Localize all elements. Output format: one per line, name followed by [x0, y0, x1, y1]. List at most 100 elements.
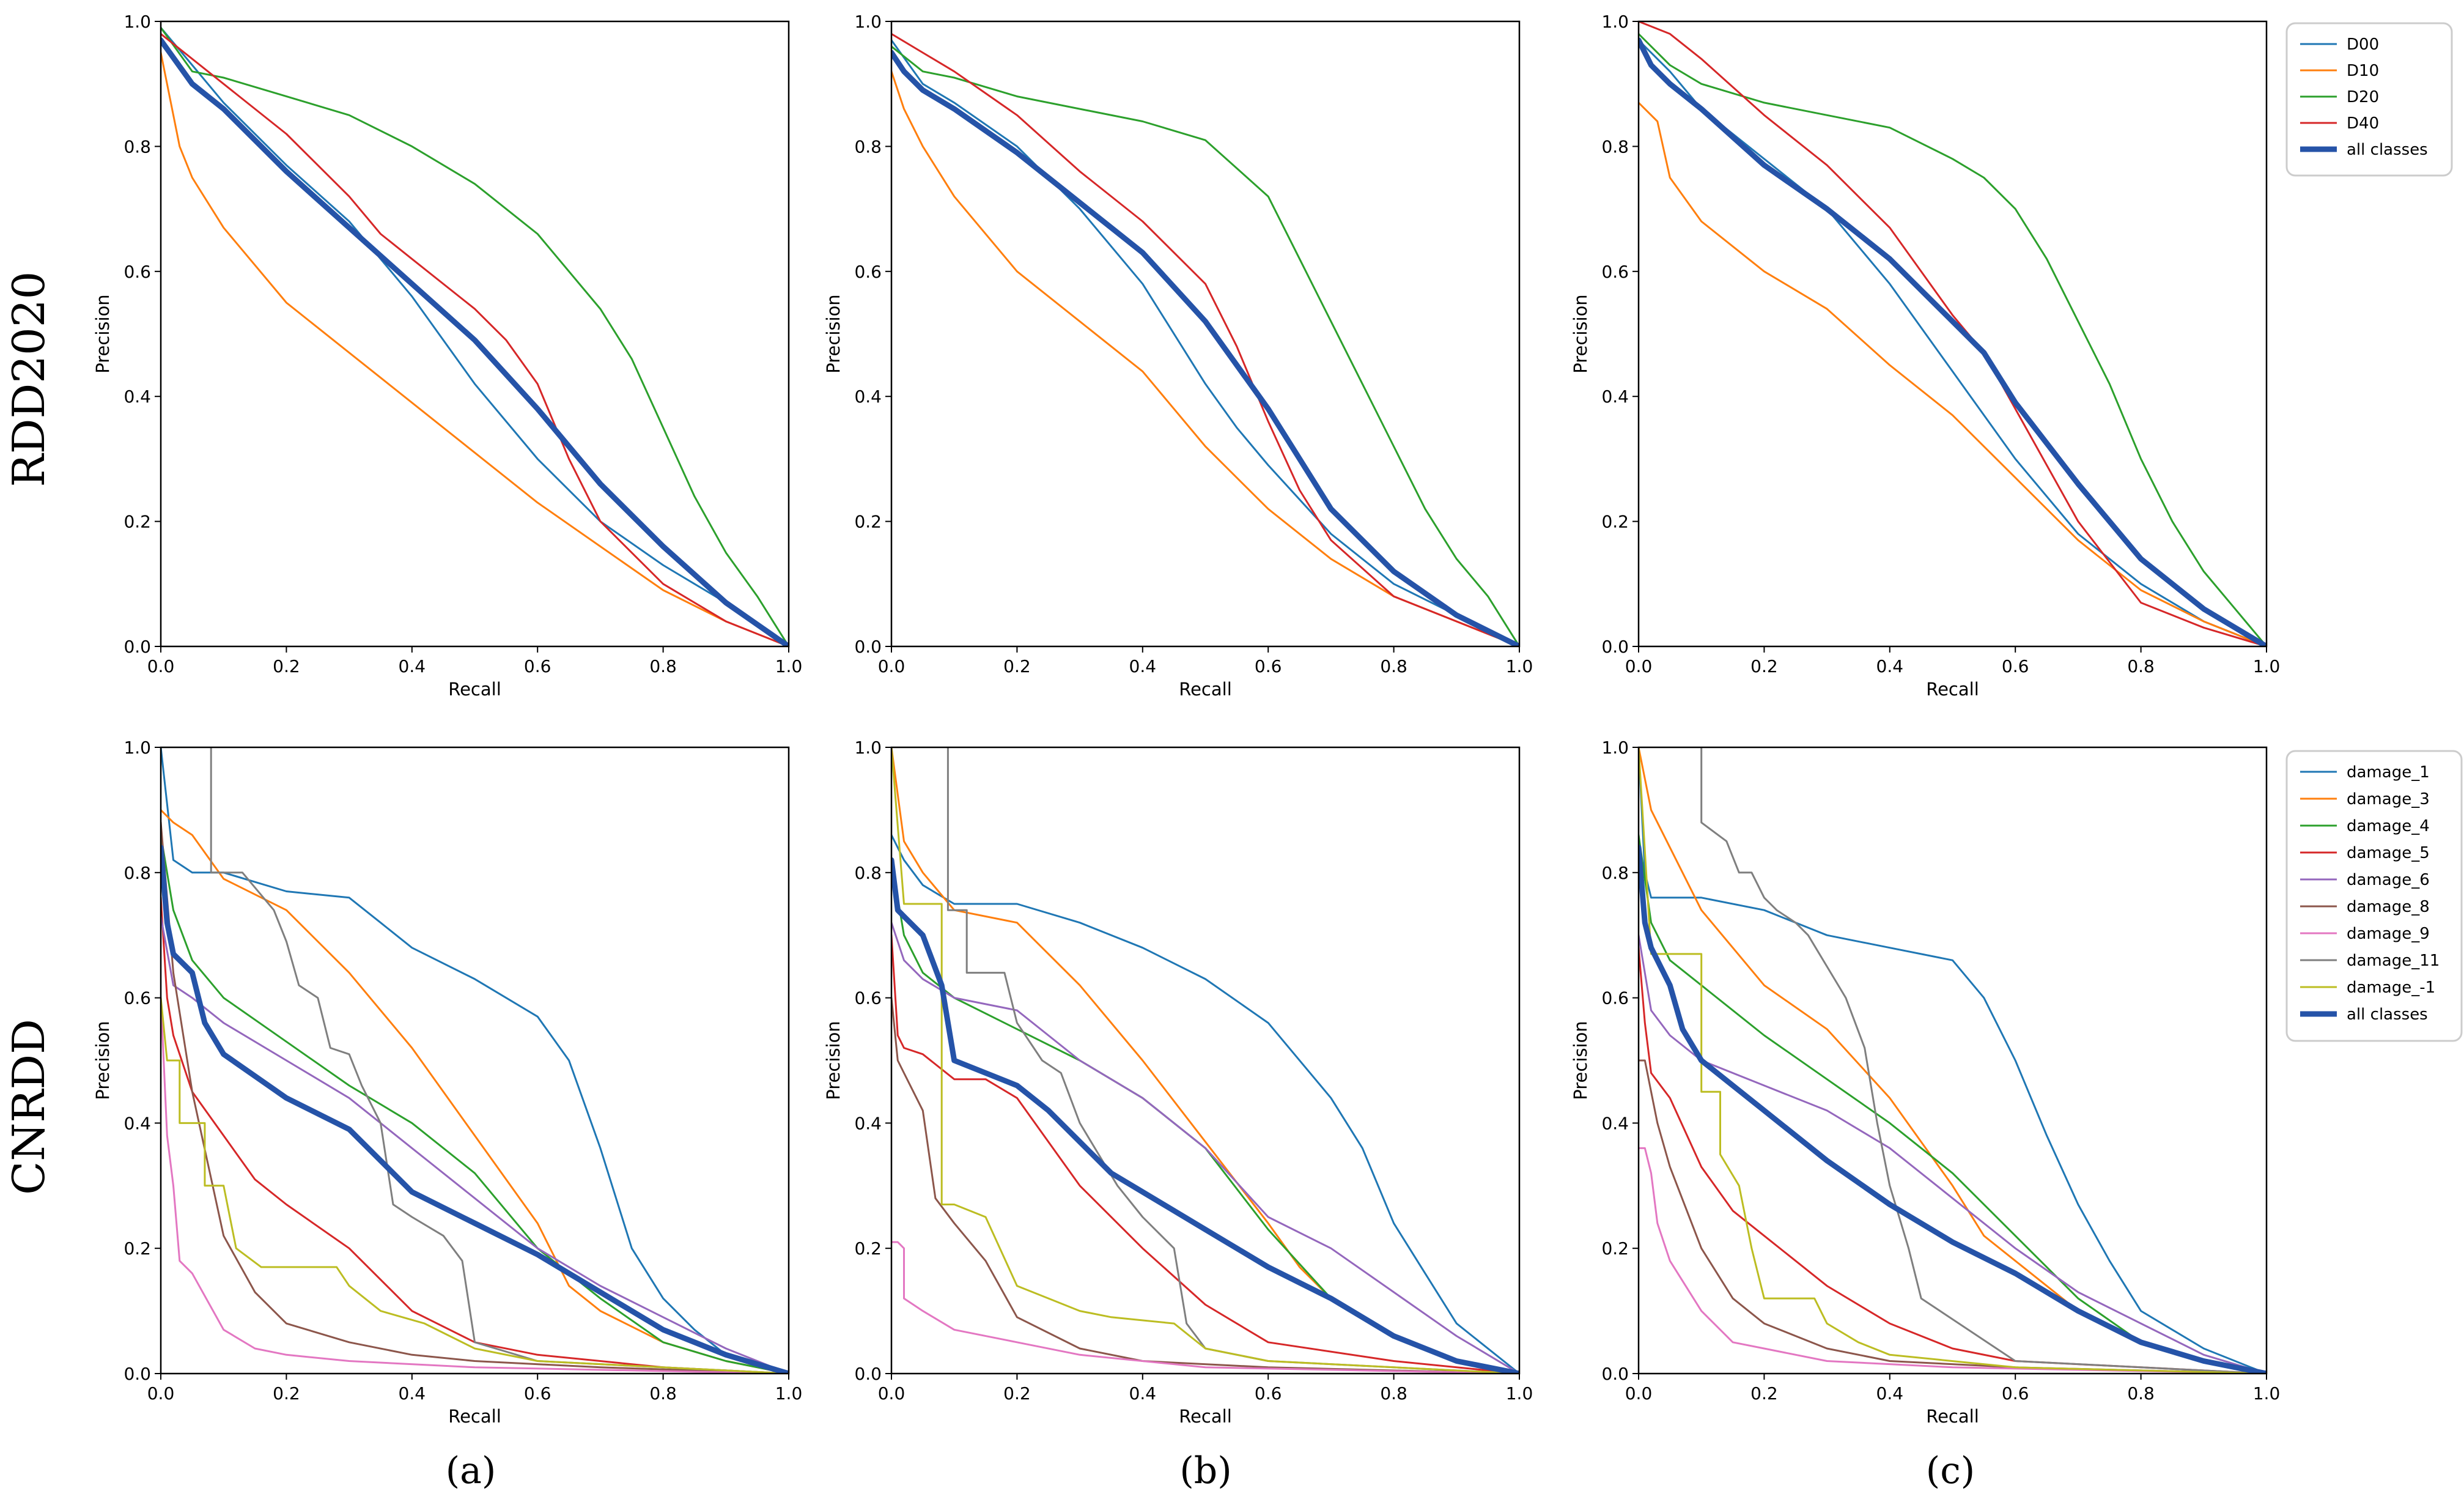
y-tick-label: 0.2: [854, 512, 882, 532]
series-line-damage_8: [1639, 1060, 2267, 1374]
plot-grid: 0.0 0.2 0.4 0.6 0.8 1.0 0.0 0.2 0.4 0.6 0.8 1.0 Reca…: [92, 12, 2280, 1427]
legend-label: D00: [2347, 35, 2379, 54]
x-tick-label: 0.2: [273, 656, 300, 676]
y-tick-label: 0.2: [854, 1238, 882, 1259]
y-tick-label: 0.8: [1601, 863, 1629, 883]
series-line-D10: [891, 72, 1519, 646]
y-tick-label: 0.6: [124, 262, 151, 282]
series-line-all-classes: [161, 848, 789, 1374]
y-tick-label: 0.6: [1601, 988, 1629, 1008]
y-tick-label: 0.6: [854, 262, 882, 282]
series-line-D40: [891, 34, 1519, 646]
y-tick-label: 0.0: [1601, 637, 1629, 657]
series-line-D00: [1639, 40, 2267, 646]
legend-rdd: D00 D10 D20 D40 all classes: [2287, 23, 2452, 176]
legend-label: damage_-1: [2347, 979, 2435, 997]
y-tick-label: 1.0: [1601, 12, 1629, 32]
x-tick-label: 0.0: [1625, 656, 1653, 676]
panel-cn-c: 0.0 0.2 0.4 0.6 0.8 1.00.00.20.40.60.81.0Reca…: [1570, 738, 2280, 1427]
x-tick-label: 0.2: [1750, 1383, 1778, 1404]
x-tick-label: 0.6: [524, 1383, 551, 1404]
y-tick-label: 0.0: [124, 637, 151, 657]
y-tick-label: 0.8: [124, 136, 151, 157]
x-tick-label: 1.0: [2253, 1383, 2281, 1404]
y-tick-label: 0.4: [124, 387, 151, 407]
legend-label: damage_4: [2347, 817, 2430, 835]
legend-group: D00 D10 D20 D40 all classes damage_1 damage_3d…: [2287, 23, 2462, 1041]
series-line-damage_3: [891, 747, 1519, 1374]
legend-label: D10: [2347, 62, 2379, 80]
series-line-damage_4: [891, 860, 1519, 1374]
y-axis-label: Precision: [823, 1021, 844, 1100]
legend-label: all classes: [2347, 1005, 2428, 1024]
series-line-damage_-1: [161, 998, 789, 1374]
row-label-rdd2020: RDD2020: [3, 272, 54, 487]
legend-label: D20: [2347, 88, 2379, 106]
x-tick-label: 0.0: [878, 656, 906, 676]
series-line-all-classes: [1639, 848, 2267, 1374]
y-axis-label: Precision: [1570, 1021, 1591, 1100]
panel-rdd-a: 0.0 0.2 0.4 0.6 0.8 1.0 0.0 0.2 0.4 0.6 0.8 1.0 Reca…: [92, 12, 802, 700]
y-tick-label: 0.0: [1601, 1364, 1629, 1384]
x-tick-label: 0.8: [649, 656, 677, 676]
y-tick-label: 1.0: [124, 12, 151, 32]
x-axis-label: Recall: [448, 1406, 501, 1427]
x-tick-label: 0.2: [1003, 656, 1031, 676]
pr-curves-figure: RDD2020 CNRDD 0.0 0.2 0.4 0.6 0.8 1.00.00.20.…: [0, 0, 2464, 1502]
series-line-damage_1: [161, 747, 789, 1374]
panel-label-a: (a): [446, 1449, 496, 1492]
x-tick-label: 0.8: [2127, 1383, 2155, 1404]
series-line-damage_6: [161, 917, 789, 1374]
series-line-D40: [1639, 21, 2267, 646]
series-line-damage_9: [161, 998, 789, 1374]
x-tick-label: 0.0: [147, 656, 175, 676]
legend-label: damage_5: [2347, 844, 2430, 862]
x-tick-label: 0.4: [399, 656, 426, 676]
panel-label-b: (b): [1179, 1449, 1231, 1492]
series-line-D20: [1639, 34, 2267, 646]
x-tick-label: 0.2: [1750, 656, 1778, 676]
x-axis-label: Recall: [1179, 1406, 1232, 1427]
panel-rdd-b: 0.0 0.2 0.4 0.6 0.8 1.00.00.20.40.60.81.0Reca…: [823, 12, 1533, 700]
y-axis-label: Precision: [92, 294, 113, 373]
y-tick-label: 0.4: [1601, 387, 1629, 407]
x-axis-label: Recall: [448, 679, 501, 700]
series-line-all-classes: [891, 53, 1519, 646]
series-line-damage_11: [211, 747, 789, 1374]
x-tick-label: 1.0: [775, 1383, 803, 1404]
x-tick-label: 0.0: [878, 1383, 906, 1404]
plot-frame: [1639, 21, 2267, 646]
y-axis-label: Precision: [823, 294, 844, 373]
y-tick-label: 0.8: [854, 136, 882, 157]
x-tick-label: 0.6: [1255, 1383, 1282, 1404]
series-line-damage_8: [891, 998, 1519, 1374]
legend-cnrdd: damage_1damage_3damage_4damage_5damage_6…: [2287, 751, 2462, 1041]
y-tick-label: 0.4: [1601, 1113, 1629, 1133]
row-label-cnrdd: CNRDD: [3, 1019, 54, 1195]
legend-label: all classes: [2347, 141, 2428, 159]
y-tick-label: 1.0: [124, 738, 151, 758]
x-axis-label: Recall: [1926, 1406, 1979, 1427]
legend-label: damage_1: [2347, 763, 2430, 782]
plot-frame: [1639, 747, 2267, 1374]
series-line-damage_5: [1639, 948, 2267, 1374]
series-line-all-classes: [891, 860, 1519, 1374]
x-tick-label: 1.0: [1506, 656, 1533, 676]
y-tick-label: 0.4: [854, 387, 882, 407]
x-tick-label: 0.6: [2002, 1383, 2029, 1404]
legend-label: damage_6: [2347, 871, 2430, 889]
x-tick-label: 0.0: [147, 1383, 175, 1404]
y-tick-label: 0.2: [1601, 1238, 1629, 1259]
x-tick-label: 0.4: [1129, 1383, 1157, 1404]
x-tick-label: 0.8: [1380, 656, 1407, 676]
x-tick-label: 0.2: [1003, 1383, 1031, 1404]
plot-frame: [891, 747, 1519, 1374]
x-tick-label: 0.8: [1380, 1383, 1407, 1404]
series-line-damage_11: [948, 747, 1519, 1374]
series-line-damage_8: [161, 823, 789, 1374]
x-tick-label: 0.6: [2002, 656, 2029, 676]
x-tick-label: 1.0: [2253, 656, 2281, 676]
legend-label: damage_9: [2347, 925, 2430, 943]
x-tick-label: 1.0: [775, 656, 803, 676]
y-tick-label: 0.4: [124, 1113, 151, 1133]
